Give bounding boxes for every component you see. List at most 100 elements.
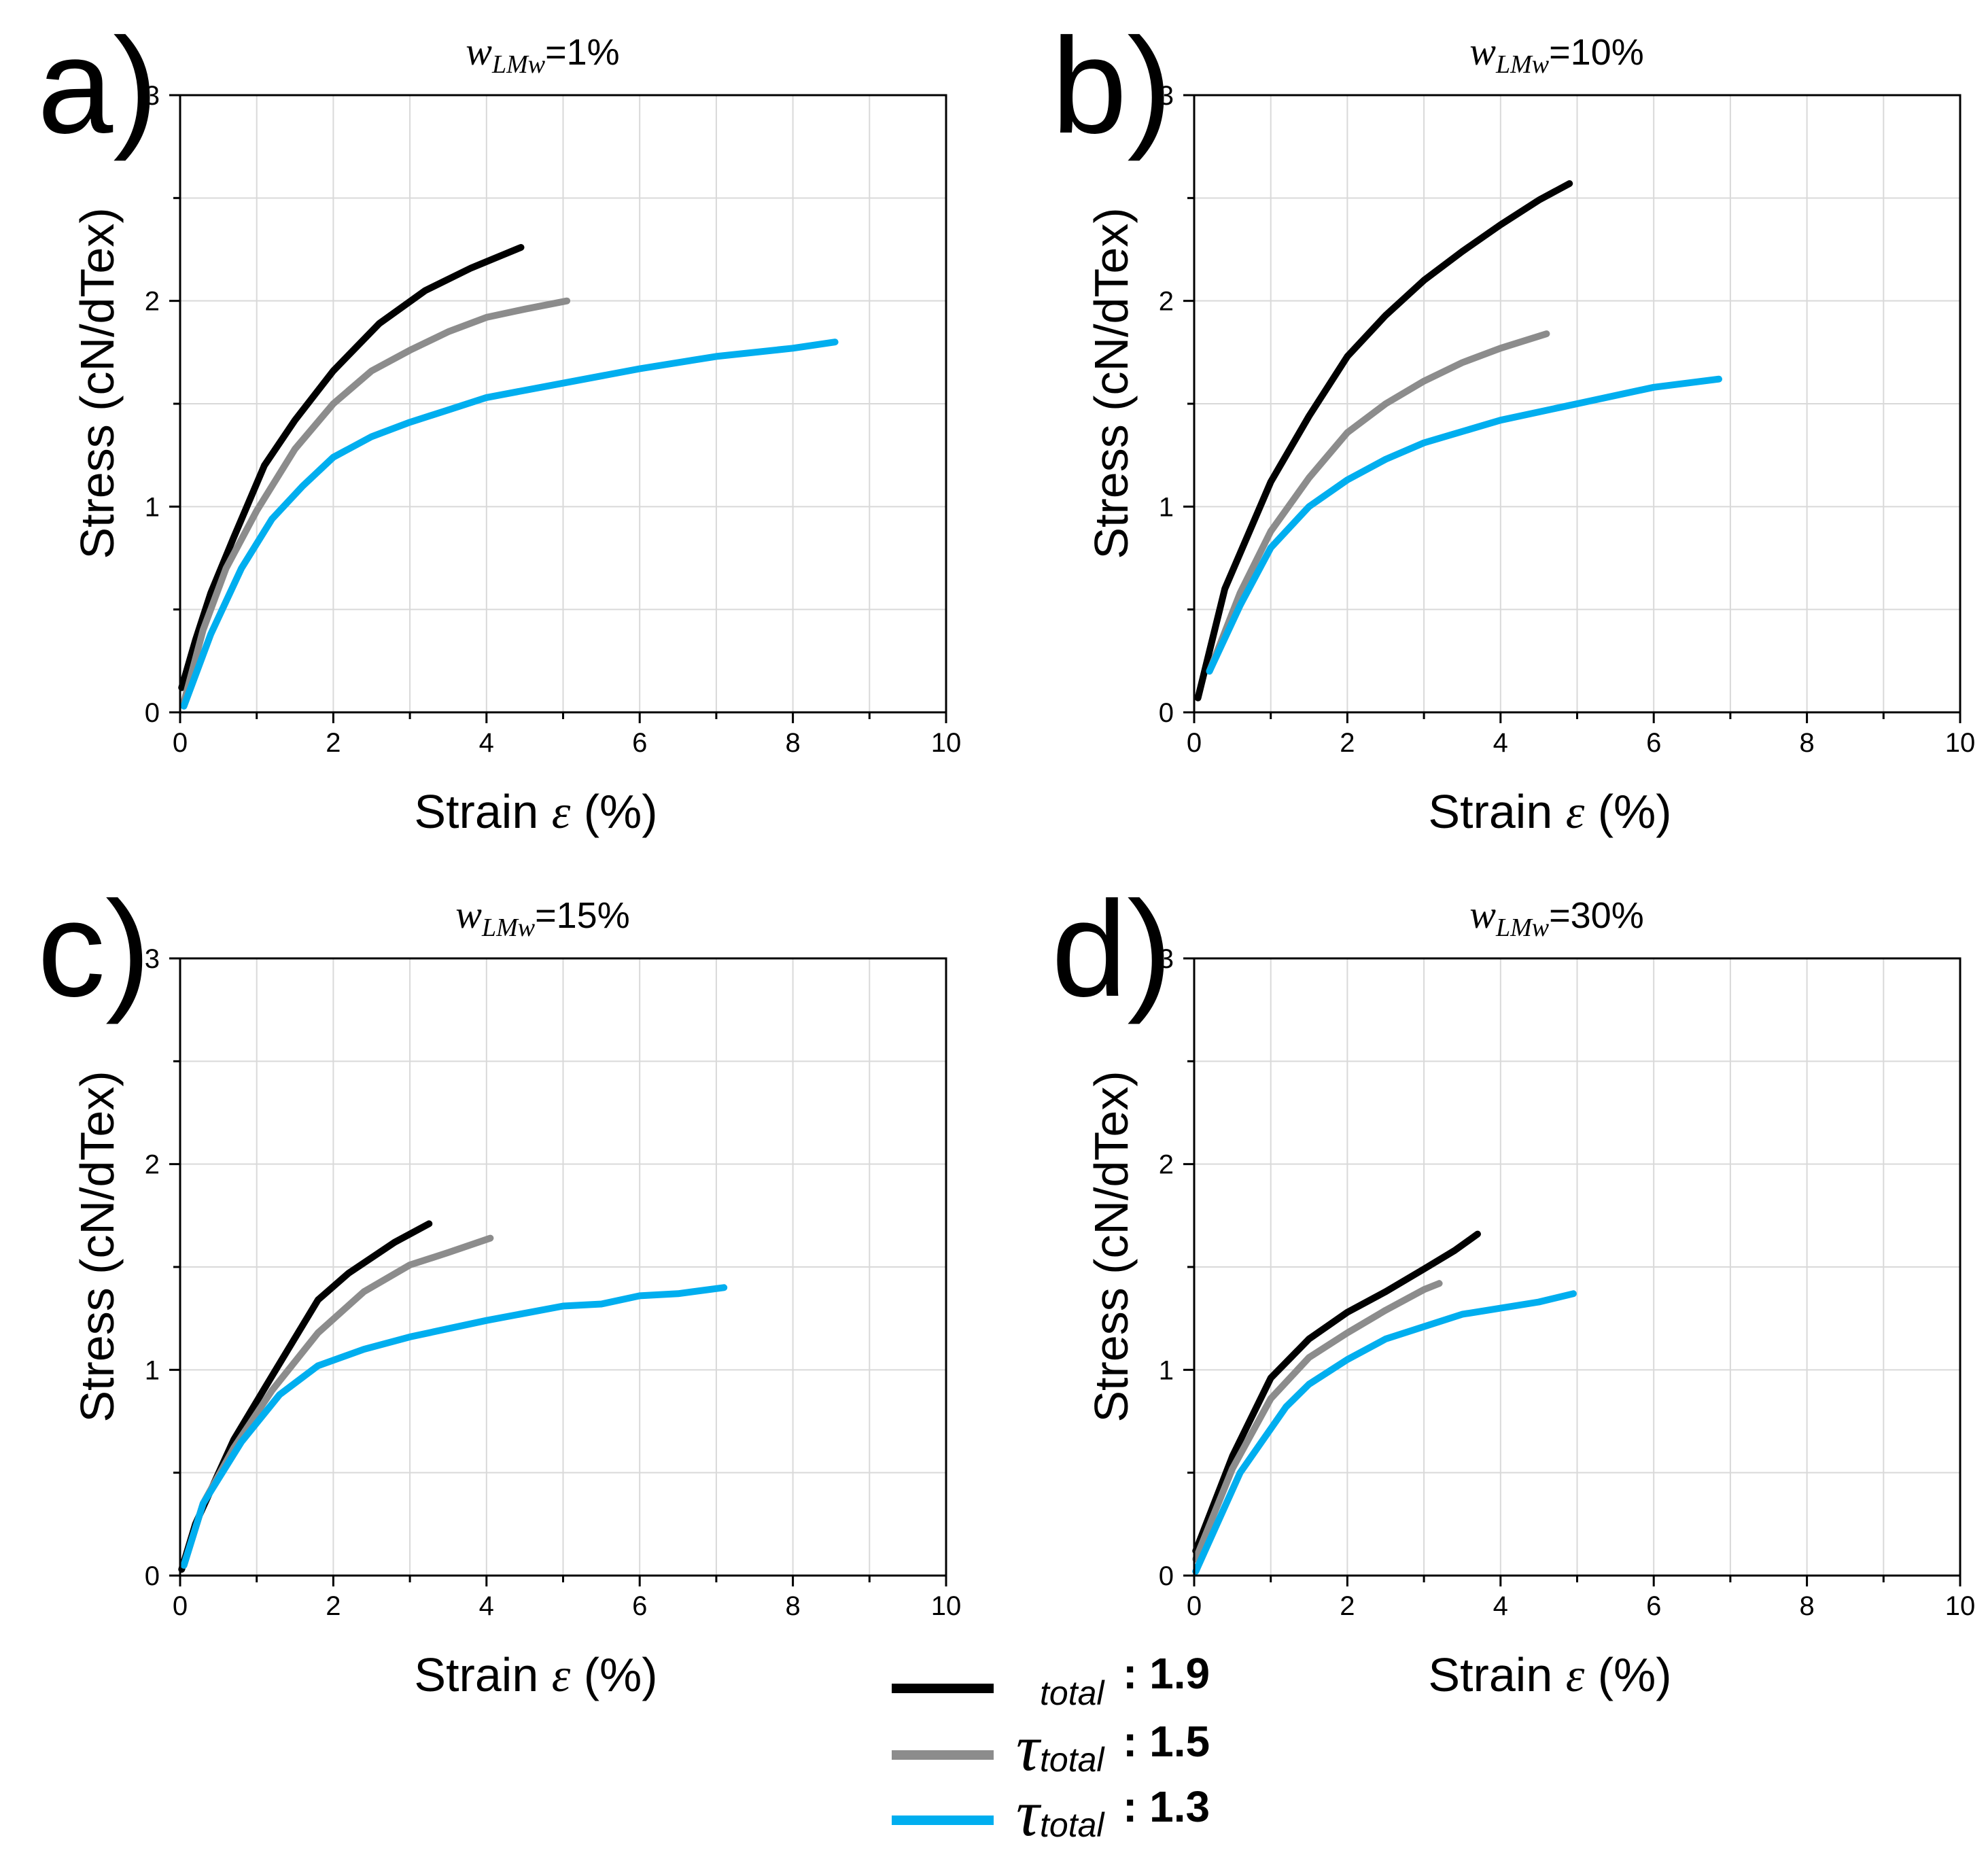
series-line-2 xyxy=(1206,330,1550,675)
y-tick-label: 3 xyxy=(145,81,160,111)
tick-labels: 0 2 4 6 8 10 0 1 2 3 xyxy=(145,81,962,758)
legend-entry: total : 1.9 xyxy=(892,1649,1210,1712)
x-tick-label: 0 xyxy=(173,728,188,758)
y-tick-label: 1 xyxy=(1159,492,1174,522)
y-tick-label: 0 xyxy=(145,698,160,728)
grid xyxy=(1194,958,1960,1576)
x-tick-label: 8 xyxy=(785,1591,800,1621)
y-tick-label: 0 xyxy=(145,1561,160,1591)
ticks xyxy=(169,957,947,1586)
ticks xyxy=(169,94,947,723)
y-tick-label: 1 xyxy=(145,1355,160,1385)
grid xyxy=(1194,95,1960,712)
legend-entry: τ total : 1.5 xyxy=(892,1712,1210,1784)
y-axis-label: Stress (cN/dTex) xyxy=(1085,207,1138,559)
y-tick-label: 2 xyxy=(1159,1150,1174,1180)
x-tick-label: 10 xyxy=(931,1591,962,1621)
panel-title: wLMw=30% xyxy=(1469,892,1643,942)
series-line-1 xyxy=(1194,180,1573,701)
series-line-1 xyxy=(1192,1230,1481,1554)
legend-entry: τ total : 1.3 xyxy=(892,1777,1210,1849)
x-tick-label: 6 xyxy=(1646,1591,1661,1621)
y-axis-label: Stress (cN/dTex) xyxy=(71,207,124,559)
plot-frame xyxy=(179,94,947,714)
grid xyxy=(180,95,946,712)
legend: total : 1.9 τ total : 1.5 τ total : 1.3 xyxy=(892,1649,1210,1849)
panel-letter: d) xyxy=(1051,873,1172,1025)
x-axis-label: Strain ε (%) xyxy=(414,1648,657,1702)
tick-labels: 0 2 4 6 8 10 0 1 2 3 xyxy=(1159,944,1976,1621)
x-tick-label: 10 xyxy=(1945,1591,1976,1621)
y-tick-label: 2 xyxy=(1159,287,1174,317)
grid xyxy=(180,958,946,1576)
plot-frame xyxy=(179,957,947,1577)
series-line-1 xyxy=(178,244,525,691)
y-tick-label: 1 xyxy=(1159,1355,1174,1385)
legend-subscript: total xyxy=(1040,1741,1105,1779)
x-axis-label: Strain ε (%) xyxy=(1428,1648,1671,1702)
x-tick-label: 8 xyxy=(1799,728,1814,758)
series-line-3 xyxy=(1192,1290,1577,1575)
x-tick-label: 10 xyxy=(931,728,962,758)
series-line-3 xyxy=(1206,375,1722,675)
x-axis-label: Strain ε (%) xyxy=(1428,785,1671,839)
series-line-3 xyxy=(180,338,839,710)
y-tick-label: 2 xyxy=(145,1150,160,1180)
legend-subscript: total xyxy=(1040,1806,1105,1844)
tick-labels: 0 2 4 6 8 10 0 1 2 3 xyxy=(145,944,962,1621)
panel-title: wLMw=15% xyxy=(455,892,629,942)
chart-panel-b: 0 2 4 6 8 10 0 1 2 3 Strain ε (%) Stress (cN/dTex) b… xyxy=(1051,10,1975,839)
x-tick-label: 6 xyxy=(632,728,647,758)
tick-labels: 0 2 4 6 8 10 0 1 2 3 xyxy=(1159,81,1976,758)
legend-subscript: total xyxy=(1040,1674,1105,1712)
y-tick-label: 3 xyxy=(1159,944,1174,974)
series-line-2 xyxy=(180,297,571,706)
ticks xyxy=(1183,957,1961,1586)
chart-panel-c: 0 2 4 6 8 10 0 1 2 3 Strain ε (%) Stress (cN/dTex) c… xyxy=(37,873,961,1702)
x-tick-label: 8 xyxy=(785,728,800,758)
y-tick-label: 0 xyxy=(1159,698,1174,728)
x-tick-label: 8 xyxy=(1799,1591,1814,1621)
x-tick-label: 2 xyxy=(326,1591,341,1621)
legend-value: : 1.3 xyxy=(1123,1782,1210,1831)
ticks xyxy=(1183,94,1961,723)
y-axis-label: Stress (cN/dTex) xyxy=(71,1071,124,1422)
y-axis-label: Stress (cN/dTex) xyxy=(1085,1071,1138,1422)
x-tick-label: 0 xyxy=(1187,728,1202,758)
series-line-3 xyxy=(180,1284,728,1569)
x-tick-label: 0 xyxy=(1187,1591,1202,1621)
legend-value: : 1.5 xyxy=(1123,1717,1210,1766)
y-tick-label: 0 xyxy=(1159,1561,1174,1591)
x-tick-label: 6 xyxy=(1646,728,1661,758)
panel-letter: c) xyxy=(37,873,151,1025)
y-tick-label: 3 xyxy=(1159,81,1174,111)
legend-symbol: τ xyxy=(1016,1777,1042,1849)
y-tick-label: 2 xyxy=(145,287,160,317)
panel-letter: a) xyxy=(37,10,158,162)
x-tick-label: 2 xyxy=(1340,728,1355,758)
plot-frame xyxy=(1193,957,1961,1577)
x-tick-label: 4 xyxy=(479,1591,494,1621)
x-tick-label: 6 xyxy=(632,1591,647,1621)
y-tick-label: 1 xyxy=(145,492,160,522)
legend-value: : 1.9 xyxy=(1123,1649,1210,1698)
x-tick-label: 2 xyxy=(326,728,341,758)
x-tick-label: 2 xyxy=(1340,1591,1355,1621)
plot-frame xyxy=(1193,94,1961,714)
series-line-2 xyxy=(1192,1280,1443,1563)
x-tick-label: 4 xyxy=(1493,1591,1508,1621)
x-axis-label: Strain ε (%) xyxy=(414,785,657,839)
panel-letter: b) xyxy=(1051,10,1172,162)
x-tick-label: 4 xyxy=(479,728,494,758)
legend-symbol: τ xyxy=(1016,1712,1042,1784)
panel-title: wLMw=10% xyxy=(1469,29,1643,79)
x-tick-label: 0 xyxy=(173,1591,188,1621)
y-tick-label: 3 xyxy=(145,944,160,974)
chart-panel-d: 0 2 4 6 8 10 0 1 2 3 Strain ε (%) Stress (cN/dTex) d… xyxy=(1051,873,1975,1702)
x-tick-label: 10 xyxy=(1945,728,1976,758)
panel-title: wLMw=1% xyxy=(466,29,619,79)
chart-panel-a: 0 2 4 6 8 10 0 1 2 3 Strain ε (%) Stress (cN/dTex) a… xyxy=(37,10,961,839)
x-tick-label: 4 xyxy=(1493,728,1508,758)
